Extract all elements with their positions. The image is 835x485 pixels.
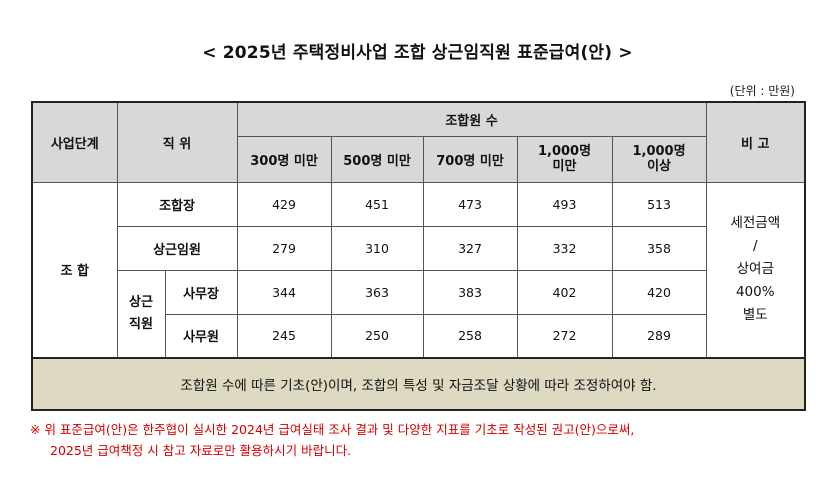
table-cell: 279 [236,225,332,271]
stage-label: 조 합 [31,181,118,359]
header-members: 조합원 수 [236,101,707,137]
header-col-700: 700명 미만 [422,135,518,183]
header-col-300: 300명 미만 [236,135,332,183]
header-position: 직 위 [116,101,238,183]
page-title: < 2025년 주택정비사업 조합 상근임직원 표준급여(안) > [202,43,633,63]
table-cell: 332 [516,225,613,271]
header-stage: 사업단계 [31,101,118,183]
table-cell: 451 [330,181,424,227]
header-remarks: 비 고 [705,101,806,183]
table-cell: 429 [236,181,332,227]
row-label: 사무장 [164,269,238,315]
table-cell: 363 [330,269,424,315]
table-row: 조 합 조합장 429 451 473 493 513 세전금액 / 상여금 4… [31,181,806,359]
table-cell: 289 [611,313,707,359]
footnote: ※ 위 표준급여(안)은 한주협이 실시한 2024년 급여실태 조사 결과 및… [30,419,820,461]
unit-label: (단위 : 만원) [729,84,795,98]
table-cell: 383 [422,269,518,315]
table-cell: 473 [422,181,518,227]
row-label: 상근임원 [116,225,238,271]
table-cell: 272 [516,313,613,359]
table-cell: 258 [422,313,518,359]
table-cell: 310 [330,225,424,271]
header-col-500: 500명 미만 [330,135,424,183]
footnote-line-1: ※ 위 표준급여(안)은 한주협이 실시한 2024년 급여실태 조사 결과 및… [30,422,635,437]
header-col-1000-under: 1,000명 미만 [516,135,613,183]
table-cell: 358 [611,225,707,271]
row-label: 조합장 [116,181,238,227]
table-cell: 245 [236,313,332,359]
salary-table: 사업단계 직 위 조합원 수 비 고 300명 미만 500명 미만 700명 … [31,101,807,411]
table-row: 사무원 245 250 258 272 289 [32,313,805,359]
table-row: 상근 직원 사무장 344 363 383 402 420 [32,269,805,359]
table-cell: 420 [611,269,707,315]
row-label: 사무원 [164,313,238,359]
table-cell: 344 [236,269,332,315]
remarks-cell: 세전금액 / 상여금 400% 별도 [705,181,806,359]
table-cell: 513 [611,181,707,227]
table-cell: 250 [330,313,424,359]
note-row: 조합원 수에 따른 기초(안)이며, 조합의 특성 및 자금조달 상황에 따라 … [31,357,806,411]
footnote-line-2: 2025년 급여책정 시 참고 자료로만 활용하시기 바랍니다. [50,443,352,458]
table-cell: 402 [516,269,613,315]
header-col-1000-over: 1,000명 이상 [611,135,707,183]
table-cell: 493 [516,181,613,227]
group-label: 상근 직원 [116,269,166,359]
table-cell: 327 [422,225,518,271]
table-row: 상근임원 279 310 327 332 358 [32,225,805,271]
